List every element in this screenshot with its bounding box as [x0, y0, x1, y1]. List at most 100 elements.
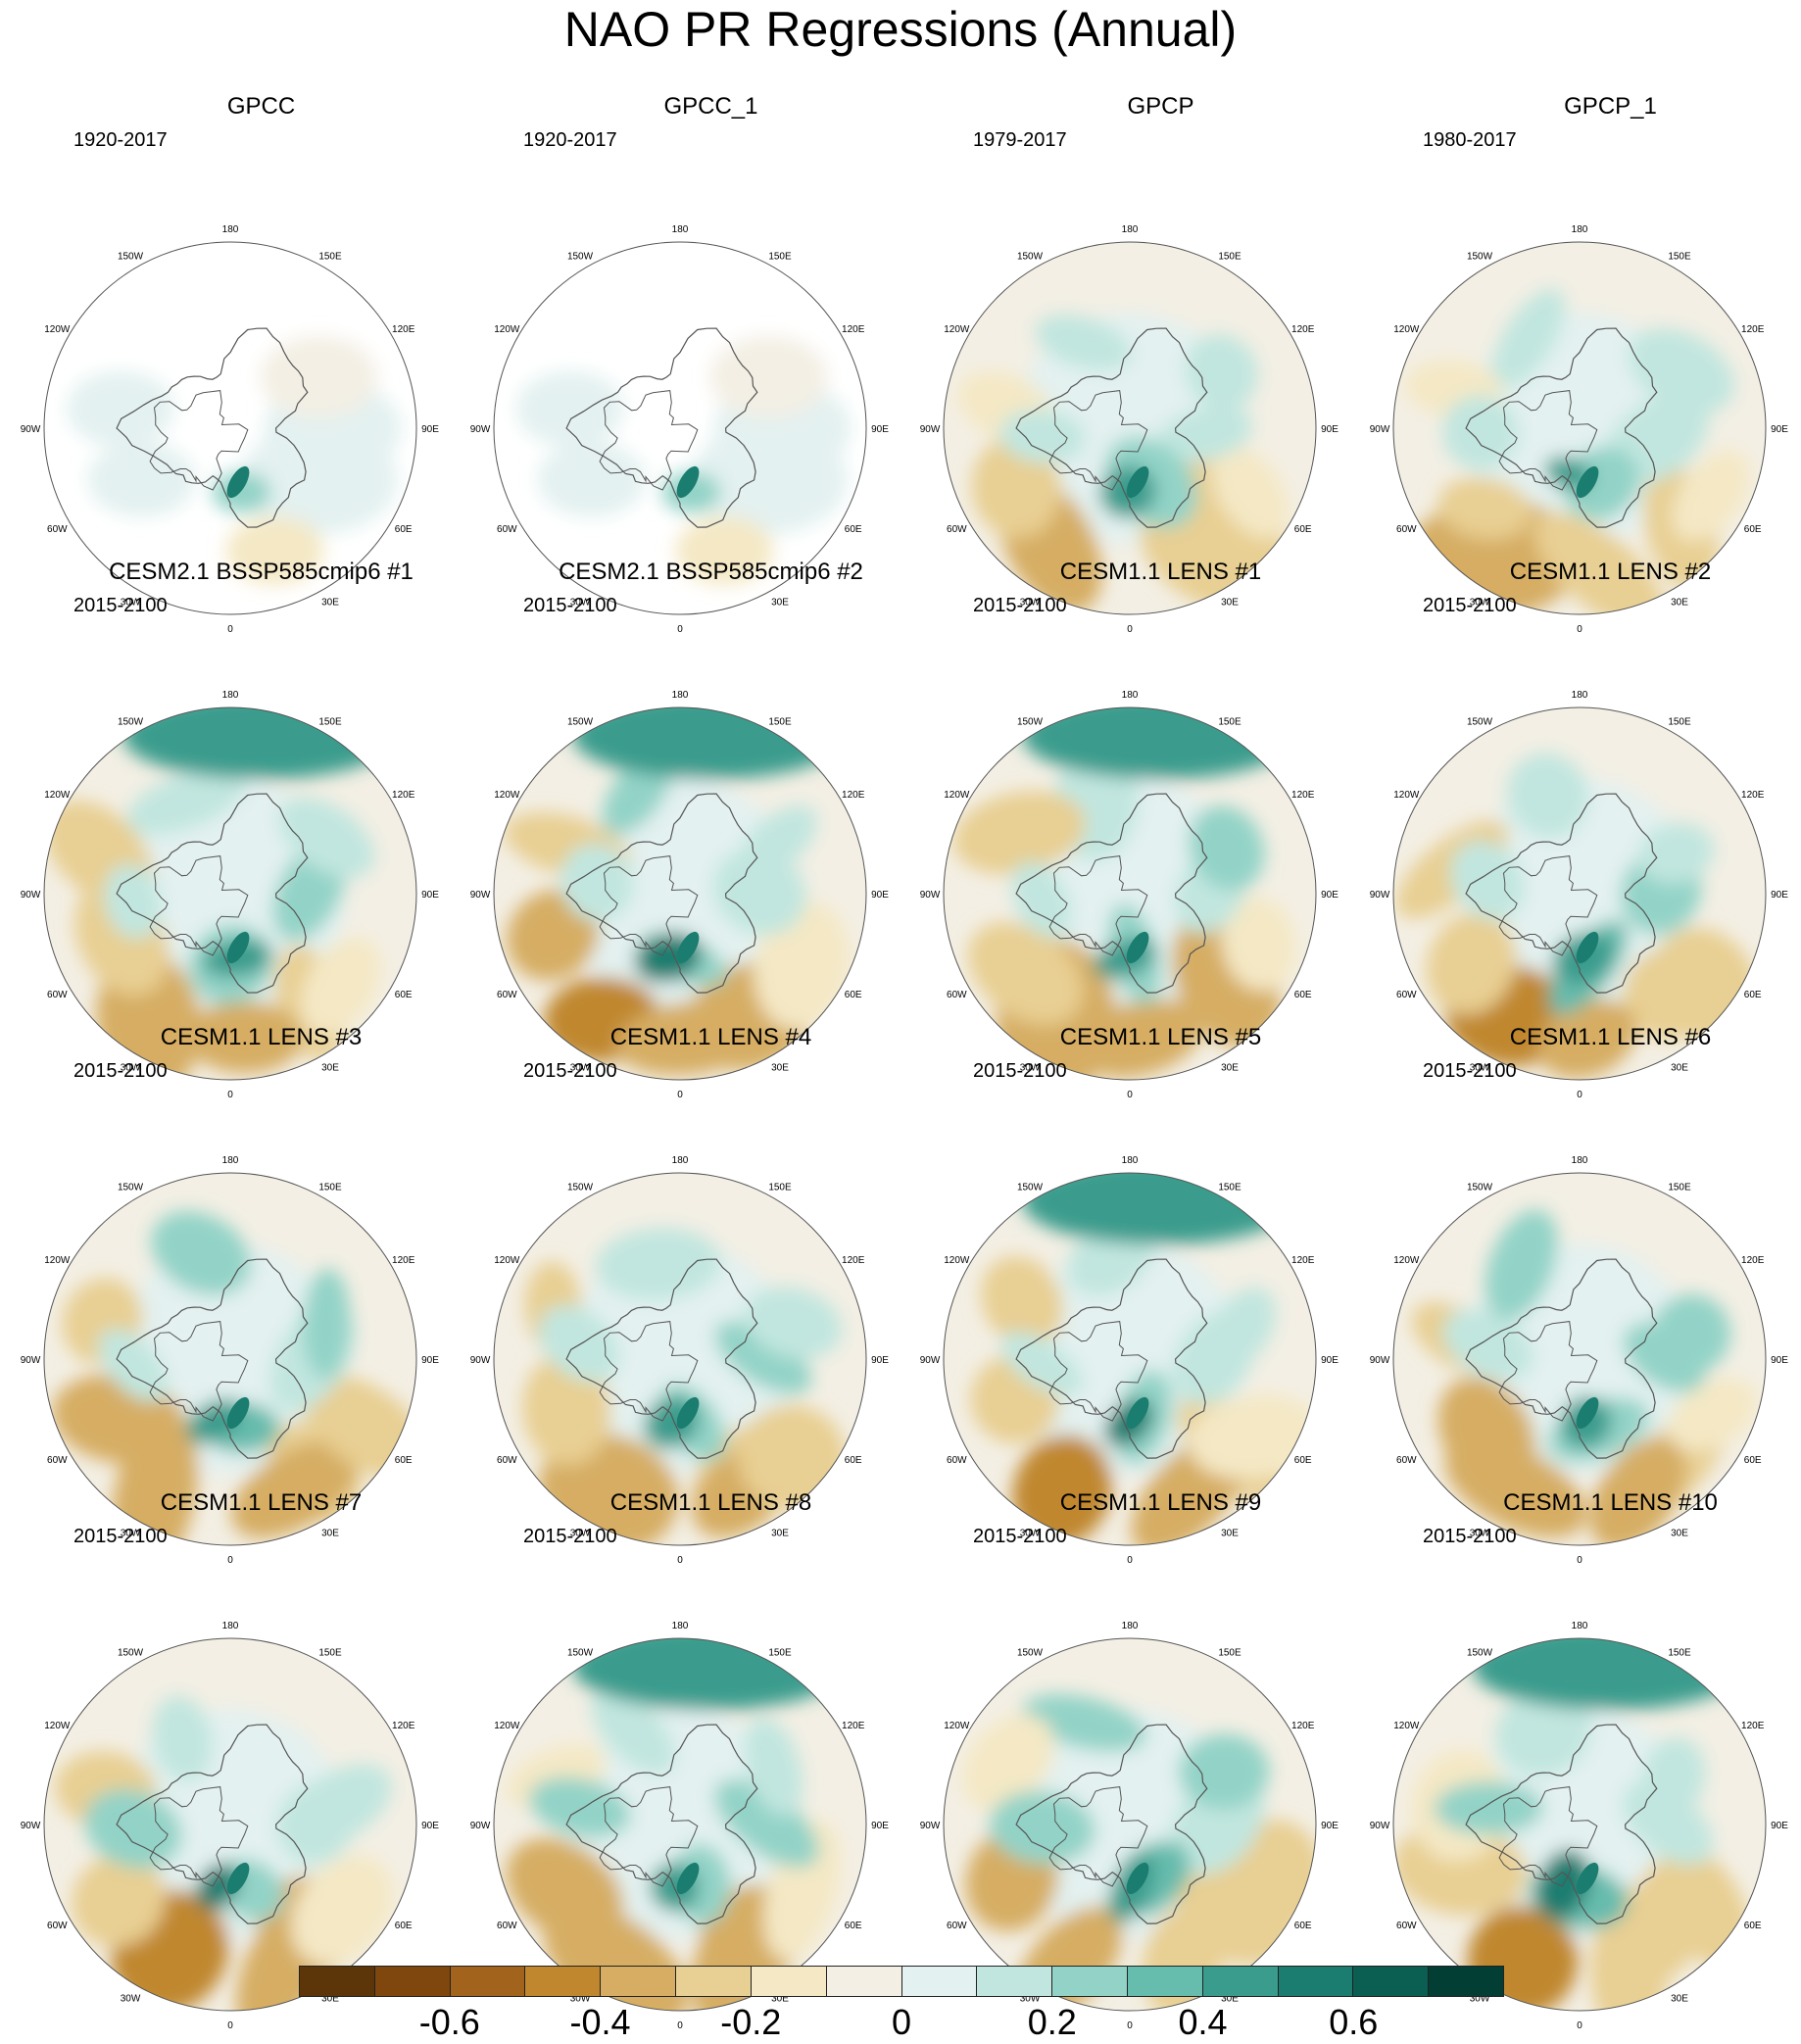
polar-map: 180 150E 120E 90E 60E 30E 0 30W 60W 90W 120W 150W — [21, 1155, 440, 1566]
longitude-label: 60E — [395, 1455, 413, 1466]
longitude-label: 180 — [1572, 1621, 1588, 1631]
longitude-label: 150W — [567, 251, 594, 262]
longitude-label: 90W — [1370, 1821, 1390, 1831]
longitude-label: 30E — [321, 598, 339, 608]
longitude-label: 150E — [768, 716, 792, 727]
longitude-label: 150E — [1218, 1182, 1241, 1192]
longitude-label: 60W — [1396, 524, 1417, 535]
longitude-label: 90E — [421, 424, 439, 435]
contour-patch — [675, 515, 774, 585]
longitude-label: 150W — [567, 1647, 594, 1658]
longitude-label: 0 — [1577, 1555, 1582, 1566]
contour-patch — [1491, 288, 1566, 389]
longitude-label: 30W — [121, 1994, 141, 2005]
longitude-label: 30E — [1671, 1994, 1688, 2005]
longitude-label: 60E — [845, 1455, 862, 1466]
panel-period: 2015-2100 — [73, 1526, 168, 1547]
coastline — [1015, 1258, 1208, 1459]
longitude-label: 0 — [677, 2020, 683, 2031]
longitude-label: 0 — [677, 624, 683, 635]
contour-patch — [186, 1398, 242, 1444]
contour-patch — [1506, 753, 1589, 839]
longitude-label: 60W — [47, 1455, 68, 1466]
contour-patch — [676, 465, 700, 499]
longitude-label: 120E — [392, 790, 415, 801]
colorbar-box — [1202, 1967, 1279, 1996]
longitude-label: 180 — [1122, 1621, 1139, 1631]
contour-patch — [1576, 1396, 1599, 1430]
contour-patch — [1533, 511, 1666, 614]
longitude-label: 60W — [947, 990, 967, 1000]
longitude-label: 90E — [1321, 1821, 1339, 1831]
coastline — [599, 855, 699, 956]
contour-patch — [152, 1695, 214, 1782]
contour-patch — [1437, 1377, 1536, 1490]
longitude-label: 90W — [21, 890, 41, 900]
coastline — [149, 1786, 249, 1887]
contour-patch — [1576, 931, 1599, 964]
panel-title: GPCP — [1127, 93, 1194, 120]
longitude-label: 120E — [1291, 790, 1315, 801]
longitude-label: 90E — [421, 1355, 439, 1366]
longitude-label: 30E — [771, 1063, 789, 1074]
contour-patch — [506, 1838, 624, 1942]
longitude-label: 60W — [497, 524, 517, 535]
panel-title: GPCC_1 — [663, 93, 758, 120]
polar-map: 180 150E 120E 90E 60E 30E 0 30W 60W 90W 120W 150W — [1370, 224, 1789, 635]
longitude-label: 150W — [1017, 1647, 1044, 1658]
contour-patch — [1494, 1688, 1591, 1776]
colorbar-box — [901, 1967, 978, 1996]
contour-patch — [1035, 314, 1132, 371]
longitude-label: 180 — [672, 690, 689, 701]
longitude-label: 30E — [1221, 1994, 1239, 2005]
longitude-label: 150E — [768, 1647, 792, 1658]
contour-patch — [1641, 1736, 1706, 1817]
longitude-label: 30W — [121, 1529, 141, 1539]
longitude-label: 30W — [1020, 1063, 1041, 1074]
longitude-label: 90E — [871, 1821, 889, 1831]
contour-patch — [1221, 897, 1296, 992]
contour-patch — [260, 335, 378, 418]
map-panel: CESM1.1 LENS #6 2015-2100 180 150E 120E 90E 60… — [1370, 1024, 1801, 1566]
contour-patch — [291, 1855, 394, 1966]
map-border — [1392, 1637, 1767, 2012]
longitude-label: 0 — [677, 1555, 683, 1566]
contour-patch — [564, 778, 796, 1009]
contour-patch — [676, 931, 700, 964]
map-border — [493, 1637, 867, 2012]
coastline — [1498, 1786, 1598, 1887]
longitude-label: 30E — [1671, 1529, 1688, 1539]
longitude-label: 150E — [318, 716, 342, 727]
contour-patch — [1450, 840, 1525, 921]
longitude-label: 90W — [21, 1355, 41, 1366]
contour-patch — [1426, 912, 1517, 1015]
coastline — [149, 1321, 249, 1422]
longitude-label: 120W — [494, 324, 520, 335]
polar-map: 180 150E 120E 90E 60E 30E 0 30W 60W 90W 120W 150W — [920, 224, 1339, 635]
longitude-label: 60W — [1396, 1921, 1417, 1931]
longitude-label: 30W — [1470, 598, 1490, 608]
contour-patch — [226, 1862, 250, 1895]
longitude-label: 30E — [321, 1994, 339, 2005]
contour-patch — [1126, 465, 1149, 499]
contour-patch — [66, 370, 174, 447]
longitude-label: 150W — [1467, 251, 1493, 262]
colorbar-box — [1353, 1967, 1430, 1996]
contour-patch — [1437, 477, 1532, 540]
polar-map: 180 150E 120E 90E 60E 30E 0 30W 60W 90W 120W 150W — [470, 1155, 890, 1566]
contour-patch — [1140, 510, 1253, 609]
longitude-label: 150E — [768, 1182, 792, 1192]
panel-period: 1920-2017 — [73, 129, 168, 151]
longitude-label: 180 — [1572, 1155, 1588, 1166]
longitude-label: 180 — [222, 224, 239, 235]
panel-title: GPCP_1 — [1564, 93, 1657, 120]
coastline — [116, 1724, 309, 1924]
longitude-label: 30W — [1470, 1063, 1490, 1074]
panel-period: 1920-2017 — [523, 129, 617, 151]
contour-patch — [981, 1256, 1064, 1347]
coastline — [1498, 390, 1598, 491]
map-panel: CESM1.1 LENS #9 2015-2100 180 150E 120E 90E 60… — [920, 1489, 1386, 2031]
coastline — [116, 327, 309, 528]
contour-patch — [676, 1862, 700, 1895]
longitude-label: 30E — [771, 1994, 789, 2005]
